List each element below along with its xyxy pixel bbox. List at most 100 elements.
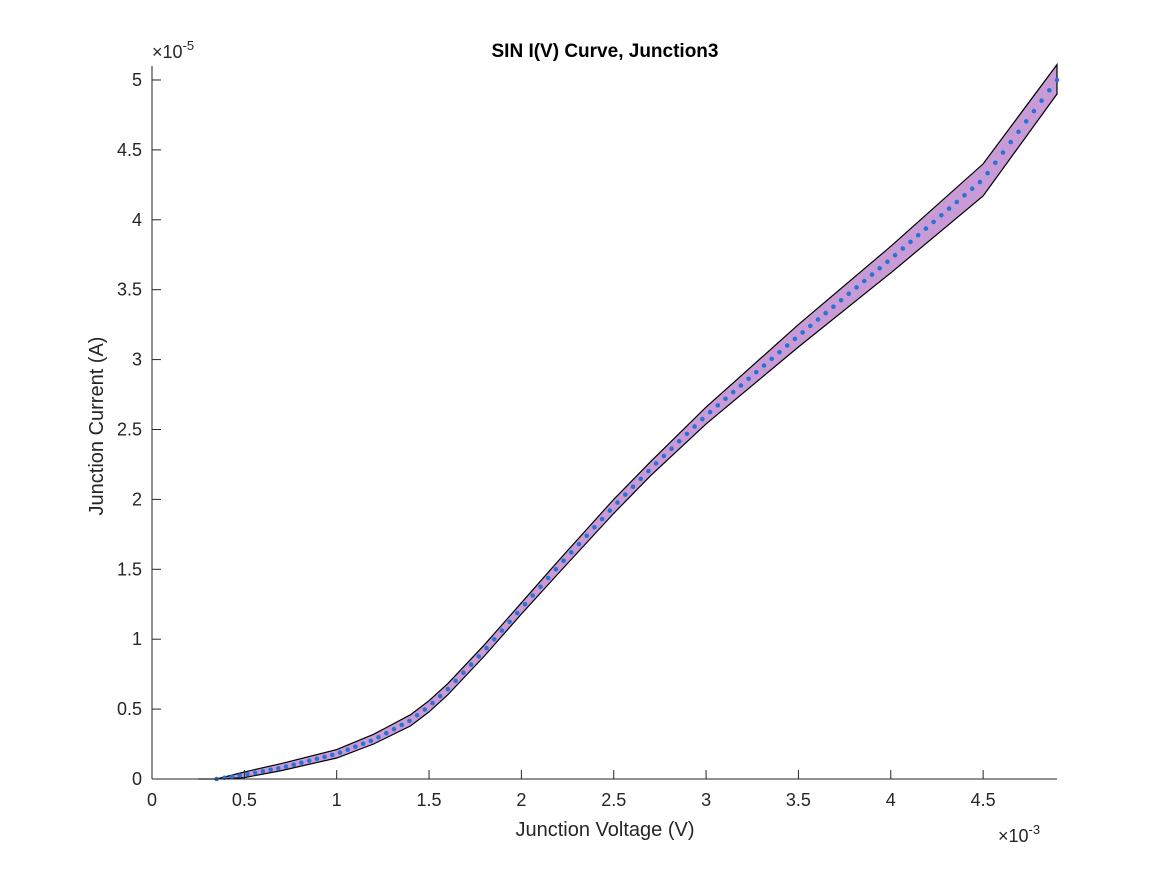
- data-point: [892, 252, 898, 258]
- data-point: [476, 654, 482, 659]
- y-tick-label: 4.5: [117, 140, 142, 160]
- x-tick-label: 1: [332, 790, 342, 810]
- y-tick-label: 3.5: [117, 280, 142, 300]
- data-point: [623, 492, 628, 497]
- y-tick-label: 0: [132, 769, 142, 789]
- data-point: [1031, 108, 1037, 114]
- plot-area: [198, 62, 1060, 782]
- data-point: [946, 206, 952, 211]
- data-point: [530, 593, 535, 598]
- data-point: [1016, 129, 1021, 135]
- data-point: [838, 298, 844, 303]
- data-point: [761, 363, 767, 368]
- data-point: [584, 533, 589, 538]
- x-axis-label: Junction Voltage (V): [516, 819, 695, 841]
- y-axis-label: Junction Current (A): [86, 337, 108, 516]
- data-point: [630, 484, 636, 490]
- data-point: [885, 259, 890, 265]
- data-point: [322, 754, 327, 760]
- data-point: [977, 179, 983, 185]
- data-point: [707, 409, 713, 415]
- data-point: [738, 383, 744, 388]
- data-point: [792, 336, 798, 342]
- data-point: [962, 193, 967, 198]
- data-point: [954, 199, 960, 205]
- data-point: [353, 744, 358, 749]
- data-point: [314, 756, 320, 762]
- data-point: [877, 265, 882, 271]
- data-point: [715, 403, 721, 408]
- data-point: [437, 693, 443, 699]
- data-point: [1008, 139, 1013, 145]
- data-point: [576, 541, 582, 547]
- y-tick-label: 1: [132, 629, 142, 649]
- data-point: [376, 735, 381, 740]
- data-point: [260, 769, 266, 774]
- data-point: [484, 645, 489, 651]
- data-point: [229, 774, 235, 779]
- data-point: [399, 722, 405, 728]
- data-point: [561, 558, 566, 564]
- y-axis-multiplier: ×10-5: [152, 38, 194, 62]
- y-tick-label: 2: [132, 489, 142, 509]
- data-point: [468, 662, 474, 667]
- data-point: [515, 610, 520, 616]
- data-point: [569, 550, 574, 555]
- y-tick-label: 2.5: [117, 419, 142, 439]
- data-point: [276, 766, 281, 771]
- y-tick-label: 5: [132, 70, 142, 90]
- data-point: [445, 686, 451, 692]
- data-point: [538, 584, 543, 590]
- data-point: [252, 770, 258, 776]
- x-tick-label: 2.5: [601, 790, 626, 810]
- data-point: [407, 718, 412, 724]
- data-point: [237, 773, 243, 778]
- data-point: [854, 285, 859, 290]
- data-point: [414, 713, 420, 718]
- x-tick-label: 0.5: [232, 790, 257, 810]
- data-point: [969, 186, 975, 191]
- data-point: [545, 575, 551, 581]
- x-tick-label: 3.5: [786, 790, 811, 810]
- data-point: [915, 232, 921, 238]
- data-point: [831, 304, 836, 310]
- data-point: [461, 670, 466, 675]
- data-point: [453, 678, 458, 684]
- data-point: [815, 317, 821, 322]
- data-point: [1023, 119, 1029, 124]
- x-tick-label: 4: [886, 790, 896, 810]
- data-point: [283, 764, 289, 769]
- chart-title: SIN I(V) Curve, Junction3: [492, 41, 719, 62]
- data-point: [646, 468, 651, 474]
- data-point: [692, 424, 697, 429]
- data-point: [592, 525, 597, 530]
- data-point: [846, 291, 852, 297]
- data-point: [268, 767, 273, 773]
- data-point: [422, 707, 428, 712]
- data-point: [730, 389, 736, 395]
- data-point: [754, 369, 759, 375]
- x-tick-label: 3: [701, 790, 711, 810]
- data-point: [723, 396, 728, 402]
- data-point: [345, 747, 351, 752]
- data-point: [900, 246, 906, 251]
- data-point: [299, 760, 304, 765]
- data-point: [653, 461, 659, 466]
- data-point: [1047, 88, 1052, 93]
- data-point: [360, 741, 366, 747]
- data-point: [522, 602, 528, 607]
- data-point: [931, 219, 936, 225]
- data-point: [507, 619, 512, 625]
- data-point: [746, 376, 751, 382]
- data-point: [661, 453, 667, 459]
- data-point: [777, 349, 782, 355]
- data-point: [330, 752, 335, 758]
- data-point: [823, 310, 828, 316]
- data-point: [615, 500, 620, 505]
- data-point: [869, 272, 875, 277]
- data-point: [939, 213, 944, 218]
- y-tick-label: 4: [132, 210, 142, 230]
- data-point: [1000, 150, 1006, 155]
